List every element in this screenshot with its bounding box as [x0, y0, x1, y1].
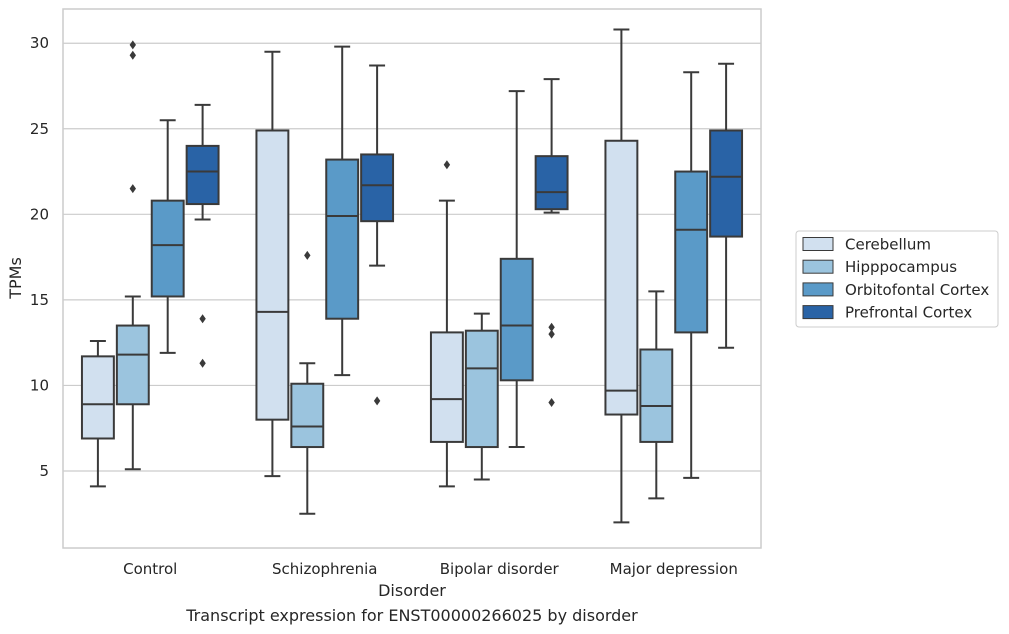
box-body [115, 324, 150, 406]
box-2-3 [674, 71, 709, 479]
box-body [325, 158, 360, 320]
box-3-3 [709, 62, 744, 349]
y-tick-label-10: 10 [30, 376, 49, 394]
outlier-point [443, 160, 451, 170]
outlier-point [548, 322, 555, 332]
y-tick-label-20: 20 [30, 205, 49, 223]
legend-label-3: Prefrontal Cortex [845, 304, 972, 322]
legend-swatch-0 [802, 237, 834, 251]
y-tick-label-15: 15 [30, 291, 49, 309]
y-tick-label-30: 30 [30, 34, 49, 52]
box-1-0 [115, 40, 150, 471]
outlier-point [129, 184, 136, 194]
outlier-point [304, 250, 311, 260]
x-axis-label: Disorder [378, 581, 446, 600]
legend-swatch-2 [802, 282, 834, 297]
y-tick-labels: 5 10 15 20 25 30 [30, 34, 49, 480]
boxes-layer [80, 28, 744, 524]
box-body [499, 257, 534, 382]
x-tick-label-3: Major depression [610, 560, 738, 578]
y-tick-label-25: 25 [30, 120, 49, 138]
figure-caption: Transcript expression for ENST0000026602… [186, 606, 638, 625]
legend-swatch-3 [802, 305, 834, 320]
box-body [709, 129, 744, 238]
box-body [150, 199, 185, 298]
outlier-point [129, 50, 136, 60]
box-body [604, 139, 639, 416]
box-3-1 [360, 64, 395, 406]
box-2-0 [150, 119, 185, 354]
outlier-point [548, 398, 555, 408]
box-0-3 [604, 28, 639, 524]
y-tick-label-5: 5 [39, 462, 49, 480]
legend-label-1: Hipppocampus [845, 258, 957, 276]
outlier-point [199, 358, 206, 368]
box-body [639, 348, 674, 443]
outlier-point [548, 329, 555, 339]
legend-frame [795, 230, 999, 328]
box-body [255, 129, 290, 421]
box-3-0 [185, 103, 220, 368]
x-tick-label-2: Bipolar disorder [440, 560, 560, 578]
legend-swatch-1 [802, 259, 834, 274]
box-body [185, 144, 220, 206]
box-body [674, 170, 709, 334]
box-2-1 [325, 45, 360, 377]
box-body [290, 382, 325, 449]
box-1-3 [639, 290, 674, 500]
legend: Cerebellum Hipppocampus Orbitofontal Corte… [795, 230, 999, 328]
box-3-2 [534, 78, 569, 408]
y-axis-label: TPMs [6, 257, 25, 300]
outlier-point [129, 40, 136, 50]
x-tick-label-0: Control [123, 560, 177, 578]
box-body [429, 331, 464, 443]
box-1-1 [290, 250, 325, 515]
box-2-2 [499, 90, 534, 449]
box-1-2 [464, 312, 499, 481]
x-tick-labels: Control Schizophrenia Bipolar disorder Majo… [123, 560, 738, 578]
box-0-2 [429, 160, 464, 488]
outlier-point [199, 314, 206, 324]
box-0-0 [80, 339, 115, 488]
box-0-1 [255, 50, 290, 478]
outlier-point [373, 396, 381, 406]
box-body [80, 355, 115, 440]
box-body [360, 153, 395, 223]
plot-frame [62, 8, 762, 549]
legend-label-0: Cerebellum [845, 236, 931, 254]
box-body [534, 155, 569, 211]
box-body [464, 329, 499, 449]
legend-label-2: Orbitofontal Cortex [845, 281, 989, 299]
x-tick-label-1: Schizophrenia [272, 560, 377, 578]
